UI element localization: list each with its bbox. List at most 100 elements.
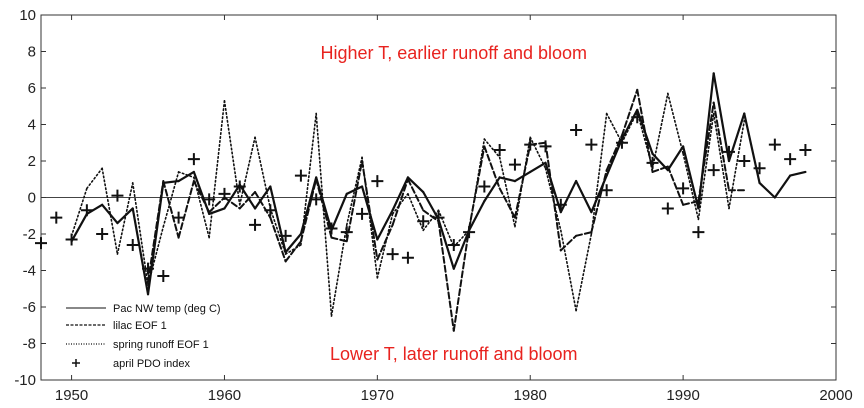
pdo-point xyxy=(707,164,720,177)
line-segment xyxy=(773,174,792,199)
pdo-point xyxy=(126,238,139,251)
y-tick-label: -10 xyxy=(14,372,36,389)
line-segment xyxy=(682,145,700,210)
pdo-point xyxy=(386,248,399,261)
pdo-point xyxy=(661,202,674,215)
pdo-point xyxy=(585,138,598,151)
line-segment xyxy=(620,108,639,141)
pdo-point xyxy=(279,229,292,242)
line-segment xyxy=(697,101,715,203)
line-segment xyxy=(345,160,364,243)
pdo-point xyxy=(722,145,735,158)
pdo-point xyxy=(371,175,384,188)
series-pac-nw-temp-deg-c xyxy=(70,72,807,296)
pdo-point xyxy=(417,215,430,228)
line-segment xyxy=(101,167,119,255)
line-segment xyxy=(574,179,593,214)
line-segment xyxy=(437,220,455,332)
pdo-point xyxy=(799,144,812,157)
line-segment xyxy=(452,227,471,332)
series-lilac-eof-1 xyxy=(147,88,746,332)
pdo-point xyxy=(570,123,583,136)
line-segment xyxy=(559,179,578,214)
axis-ticks: -10 -8 -6 -4 -2 0 2 4 6 8 10 1950 1960 1970 1980 1990 20… xyxy=(14,7,852,404)
annotations: Higher T, earlier runoff and bloom Lower … xyxy=(321,43,587,364)
line-segment xyxy=(284,240,302,263)
pdo-point xyxy=(692,226,705,239)
line-segment xyxy=(452,229,471,270)
line-segment xyxy=(590,174,608,214)
pdo-point xyxy=(478,180,491,193)
line-segment xyxy=(330,224,348,317)
legend-label: spring runoff EOF 1 xyxy=(113,339,209,351)
line-segment xyxy=(728,120,746,210)
line-segment xyxy=(254,136,272,210)
line-segment xyxy=(605,112,623,144)
line-segment xyxy=(269,216,287,263)
line-segment xyxy=(238,136,256,206)
line-segment xyxy=(361,160,379,261)
line-segment xyxy=(315,176,333,232)
line-segment xyxy=(697,112,715,221)
line-segment xyxy=(483,145,501,190)
line-segment xyxy=(193,176,210,239)
line-segment xyxy=(406,178,425,212)
pdo-point xyxy=(218,187,231,200)
y-tick-label: 4 xyxy=(28,117,36,134)
pdo-point xyxy=(264,204,277,217)
line-segment xyxy=(529,136,547,170)
pdo-point xyxy=(233,180,246,193)
line-segment xyxy=(208,99,226,239)
y-tick-label: -2 xyxy=(23,226,36,243)
pdo-point xyxy=(203,193,216,206)
x-tick-label: 1950 xyxy=(55,387,88,404)
line-segment xyxy=(605,138,624,177)
line-segment xyxy=(223,99,241,206)
line-segment xyxy=(238,191,257,210)
line-segment xyxy=(269,185,287,254)
legend: Pac NW temp (deg C) lilac EOF 1 spring run… xyxy=(66,303,221,370)
line-segment xyxy=(330,192,348,232)
line-segment xyxy=(147,180,165,283)
pdo-point xyxy=(157,269,170,282)
line-segment xyxy=(101,203,119,225)
y-tick-label: 6 xyxy=(28,80,36,97)
pdo-point xyxy=(187,153,200,166)
pdo-point xyxy=(646,156,659,169)
line-segment xyxy=(514,136,532,228)
line-segment xyxy=(253,185,272,210)
y-tick-label: -6 xyxy=(23,299,36,316)
pdo-point xyxy=(493,144,506,157)
pdo-point xyxy=(310,193,323,206)
line-segment xyxy=(300,112,317,246)
line-segment xyxy=(789,170,807,177)
y-tick-label: 2 xyxy=(28,153,36,170)
pdo-point xyxy=(65,233,78,246)
pdo-point xyxy=(356,207,369,220)
line-segment xyxy=(682,152,700,221)
pdo-point xyxy=(768,138,781,151)
line-segment xyxy=(131,182,149,286)
pdo-point xyxy=(677,182,690,195)
pdo-point xyxy=(508,158,521,171)
line-segment xyxy=(147,225,165,286)
line-segment xyxy=(605,134,623,172)
pdo-point xyxy=(96,228,109,240)
y-tick-label: 10 xyxy=(19,7,36,24)
line-segment xyxy=(590,112,608,235)
y-tick-label: 0 xyxy=(28,190,36,207)
line-segment xyxy=(437,209,455,248)
line-segment xyxy=(559,234,578,252)
annotation-text: Higher T, earlier runoff and bloom xyxy=(321,43,587,63)
line-segment xyxy=(284,244,302,255)
pdo-point xyxy=(172,211,185,224)
line-segment xyxy=(498,156,516,228)
line-segment xyxy=(391,176,410,212)
pdo-point xyxy=(463,226,476,239)
pdo-point xyxy=(401,251,414,264)
line-segment xyxy=(315,112,333,317)
line-segment xyxy=(651,165,669,173)
annotation-text: Lower T, later runoff and bloom xyxy=(330,344,577,364)
line-segment xyxy=(422,209,440,223)
